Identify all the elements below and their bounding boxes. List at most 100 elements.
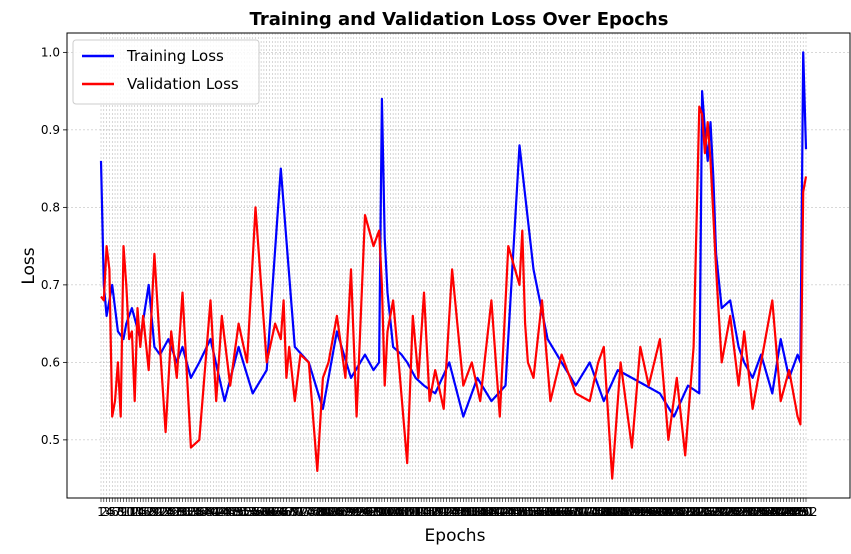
x-tick-label: 93 xyxy=(352,505,367,519)
x-tick-label: 148 xyxy=(502,505,525,519)
x-tick-label: 122 xyxy=(429,505,452,519)
x-tick-label: 24 xyxy=(158,505,173,519)
x-tick-label: 183 xyxy=(601,505,624,519)
x-tick-label: 73 xyxy=(296,505,311,519)
x-tick-label: 235 xyxy=(747,505,770,519)
x-tick-label: 86 xyxy=(332,505,347,519)
x-tick-label: 83 xyxy=(324,505,339,519)
x-tick-label: 29 xyxy=(172,505,187,519)
x-tick-label: 98 xyxy=(366,505,381,519)
x-tick-label: 8 xyxy=(117,505,125,519)
x-tick-label: 127 xyxy=(443,505,466,519)
x-axis-label: Epochs xyxy=(425,526,486,546)
x-tick-label: 111 xyxy=(399,505,422,519)
x-tick-label: 212 xyxy=(682,505,705,519)
x-tick-label: 82 xyxy=(321,505,336,519)
x-tick-label: 63 xyxy=(268,505,283,519)
x-tick-label: 51 xyxy=(234,505,249,519)
x-tick-label: 188 xyxy=(615,505,638,519)
x-tick-label: 85 xyxy=(329,505,344,519)
x-tick-label: 146 xyxy=(497,505,520,519)
x-tick-label: 159 xyxy=(533,505,556,519)
x-tick-label: 208 xyxy=(671,505,694,519)
x-tick-label: 220 xyxy=(705,505,728,519)
x-tick-label: 109 xyxy=(393,505,416,519)
y-tick-label: 0.5 xyxy=(41,433,60,447)
legend-label-validation: Validation Loss xyxy=(127,75,239,93)
x-tick-label: 6 xyxy=(111,505,119,519)
x-tick-label: 173 xyxy=(573,505,596,519)
x-tick-label: 114 xyxy=(407,505,430,519)
x-tick-label: 97 xyxy=(363,505,378,519)
grid xyxy=(67,33,850,498)
x-tick-label: 48 xyxy=(225,505,240,519)
x-tick-label: 53 xyxy=(239,505,254,519)
x-tick-label: 50 xyxy=(231,505,246,519)
x-tick-label: 7 xyxy=(114,505,122,519)
x-tick-label: 112 xyxy=(401,505,424,519)
x-tick-label: 219 xyxy=(702,505,725,519)
x-tick-label: 202 xyxy=(654,505,677,519)
x-tick-label: 175 xyxy=(578,505,601,519)
x-tick-label: 203 xyxy=(657,505,680,519)
series-lines xyxy=(99,51,808,480)
x-tick-label: 113 xyxy=(404,505,427,519)
x-tick-label: 133 xyxy=(460,505,483,519)
x-tick-label: 101 xyxy=(370,505,393,519)
x-tick-label: 100 xyxy=(368,505,391,519)
x-tick-label: 41 xyxy=(206,505,221,519)
x-tick-label: 221 xyxy=(707,505,730,519)
x-tick-label: 162 xyxy=(542,505,565,519)
y-tick-label: 0.8 xyxy=(41,200,60,214)
x-tick-label: 190 xyxy=(620,505,643,519)
x-tick-label: 213 xyxy=(685,505,708,519)
x-tick-label: 130 xyxy=(452,505,475,519)
x-tick-label: 64 xyxy=(270,505,285,519)
x-tick-label: 245 xyxy=(775,505,798,519)
x-tick-label: 15 xyxy=(133,505,148,519)
x-tick-label: 14 xyxy=(130,505,145,519)
x-tick-label: 68 xyxy=(282,505,297,519)
x-tick-label: 56 xyxy=(248,505,263,519)
x-tick-label: 87 xyxy=(335,505,350,519)
x-tick-label: 138 xyxy=(474,505,497,519)
x-tick-label: 252 xyxy=(795,505,818,519)
x-tick-label: 239 xyxy=(758,505,781,519)
x-tick-label: 156 xyxy=(525,505,548,519)
x-tick-label: 154 xyxy=(519,505,542,519)
legend-frame xyxy=(72,39,260,105)
x-tick-label: 163 xyxy=(545,505,568,519)
x-tick-label: 84 xyxy=(326,505,341,519)
x-tick-label: 195 xyxy=(634,505,657,519)
x-tick-label: 189 xyxy=(618,505,641,519)
x-tick-label: 214 xyxy=(688,505,711,519)
x-tick-label: 58 xyxy=(253,505,268,519)
x-tick-label: 72 xyxy=(293,505,308,519)
x-tick-label: 52 xyxy=(237,505,252,519)
x-tick-label: 223 xyxy=(713,505,736,519)
x-tick-label: 170 xyxy=(564,505,587,519)
y-tick-label: 1.0 xyxy=(41,45,60,59)
x-tick-label: 74 xyxy=(298,505,313,519)
x-tick-label: 180 xyxy=(592,505,615,519)
x-tick-label: 65 xyxy=(273,505,288,519)
x-tick-label: 164 xyxy=(547,505,570,519)
x-tick-label: 171 xyxy=(567,505,590,519)
x-tick-label: 167 xyxy=(556,505,579,519)
x-tick-label: 226 xyxy=(722,505,745,519)
x-tick-label: 108 xyxy=(390,505,413,519)
x-tick-label: 129 xyxy=(449,505,472,519)
x-tick-label: 131 xyxy=(455,505,478,519)
x-tick-label: 137 xyxy=(472,505,495,519)
x-tick-label: 77 xyxy=(307,505,322,519)
x-tick-label: 153 xyxy=(516,505,539,519)
x-tick-label: 1 xyxy=(97,505,105,519)
x-tick-label: 70 xyxy=(287,505,302,519)
x-tick-label: 34 xyxy=(186,505,201,519)
x-tick-label: 102 xyxy=(373,505,396,519)
x-tick-label: 198 xyxy=(643,505,666,519)
x-tick-label: 228 xyxy=(727,505,750,519)
x-tick-label: 105 xyxy=(382,505,405,519)
x-tick-label: 128 xyxy=(446,505,469,519)
x-tick-label: 60 xyxy=(259,505,274,519)
